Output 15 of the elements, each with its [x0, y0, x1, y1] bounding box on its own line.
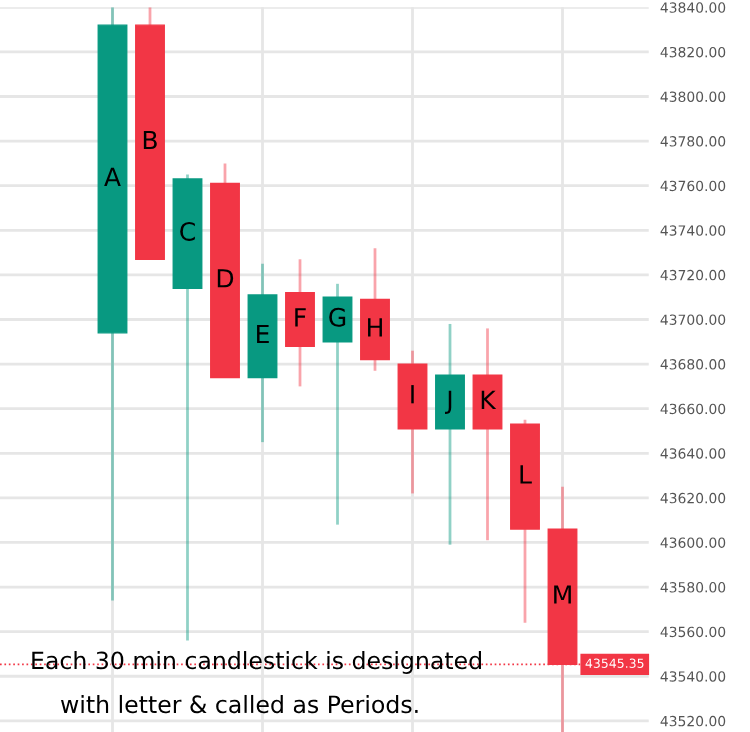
annotation: with letter & called as Periods.	[60, 694, 418, 714]
x-tick-label: K	[481, 390, 497, 409]
annotation: Each 30 min candlestick is designated	[32, 651, 481, 674]
x-tick-label: I	[411, 385, 414, 404]
x-tick-label: D	[217, 269, 234, 288]
x-tick-label: E	[257, 324, 269, 344]
x-tick-label: G	[329, 307, 346, 327]
x-tick-label: A	[104, 167, 121, 186]
x-tick-label: H	[368, 318, 382, 337]
x-tick-label: J	[445, 390, 452, 414]
x-tick-label: M	[554, 585, 571, 604]
x-tick-label: C	[180, 221, 195, 241]
x-tick-label: L	[520, 465, 532, 484]
x-tick-label: B	[143, 130, 157, 150]
x-tick-label: F	[295, 308, 306, 327]
